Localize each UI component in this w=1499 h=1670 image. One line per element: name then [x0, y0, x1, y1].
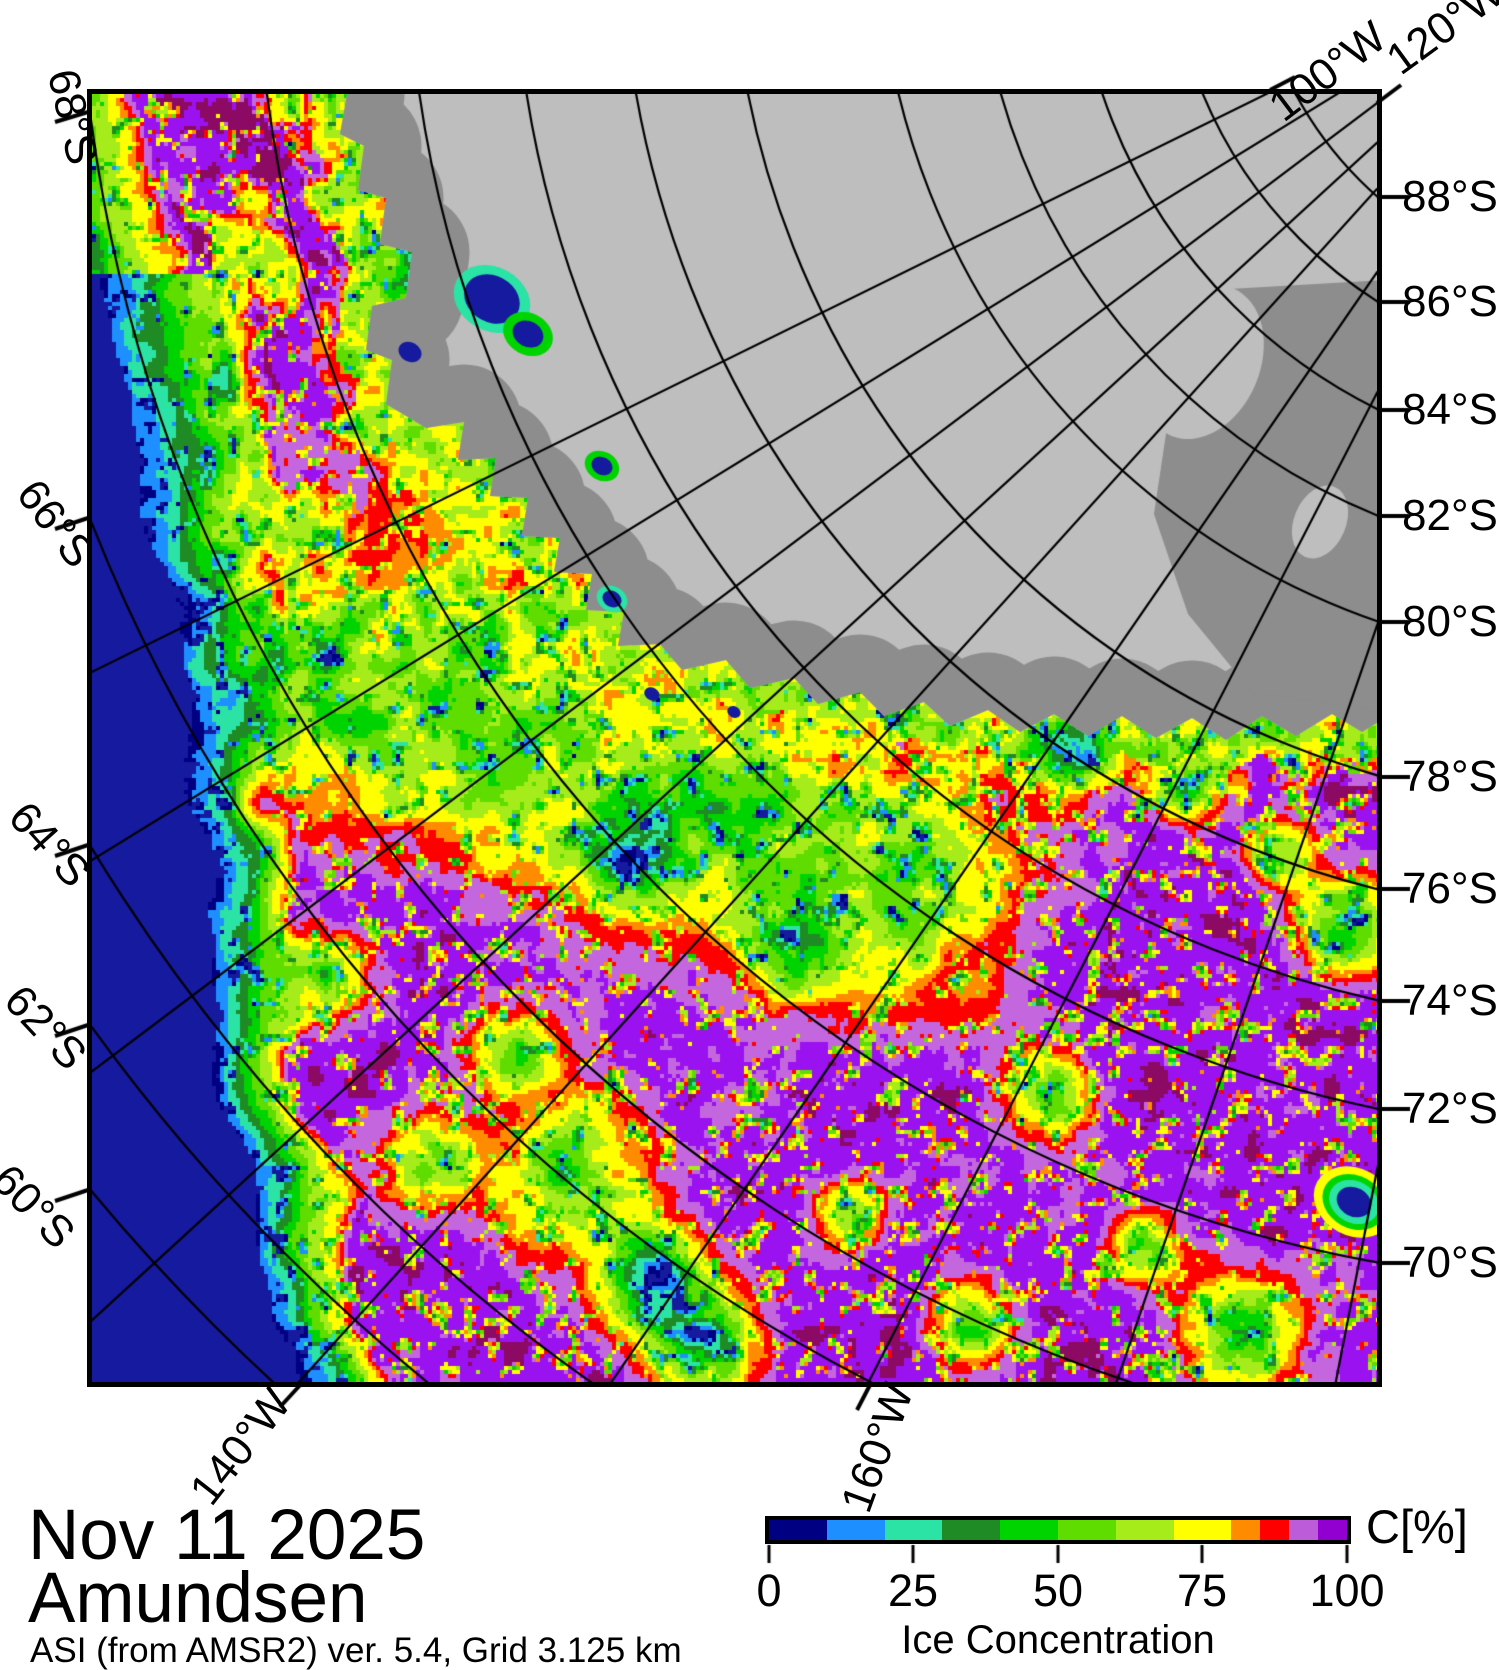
lon-label-160W: 160°W: [831, 1377, 924, 1519]
colorbar-segment-95-100: [1318, 1520, 1347, 1540]
colorbar-segment-70-80: [1173, 1520, 1232, 1540]
colorbar-tick-0: 0: [756, 1565, 782, 1616]
lat-label-76S: 76°S: [1402, 864, 1498, 913]
lat-label-62S: 62°S: [0, 975, 96, 1080]
colorbar-segment-50-60: [1057, 1520, 1116, 1540]
lat-label-80S: 80°S: [1402, 597, 1498, 646]
colorbar-segment-30-40: [942, 1520, 1001, 1540]
colorbar-tick-25: 25: [887, 1565, 939, 1616]
lat-label-64S: 64°S: [0, 792, 100, 897]
colorbar-segment-0-10: [769, 1520, 827, 1540]
colorbar-unit-label: C[%]: [1366, 1500, 1468, 1553]
colorbar-segment-80-85: [1231, 1520, 1261, 1540]
colorbar-axis-label: Ice Concentration: [901, 1618, 1215, 1662]
lat-label-74S: 74°S: [1402, 976, 1498, 1025]
colorbar-segment-85-90: [1260, 1520, 1290, 1540]
lat-label-86S: 86°S: [1402, 277, 1498, 326]
lat-label-66S: 66°S: [6, 470, 104, 577]
ice-concentration-map: [92, 94, 1377, 1382]
colorbar-segment-90-95: [1289, 1520, 1319, 1540]
colorbar-tick-50: 50: [1032, 1565, 1084, 1616]
lat-label-60S: 60°S: [0, 1155, 85, 1259]
colorbar-segment-20-30: [884, 1520, 943, 1540]
lat-label-82S: 82°S: [1402, 491, 1498, 540]
source-label: ASI (from AMSR2) ver. 5.4, Grid 3.125 km: [30, 1631, 682, 1670]
lat-label-70S: 70°S: [1402, 1238, 1498, 1287]
lat-label-78S: 78°S: [1402, 752, 1498, 801]
lat-label-68S: 68°S: [37, 64, 108, 170]
region-label: Amundsen: [28, 1559, 368, 1638]
colorbar: [765, 1516, 1351, 1544]
colorbar-segment-40-50: [1000, 1520, 1058, 1540]
lon-label-120W: 120°W: [1377, 0, 1499, 85]
lat-label-84S: 84°S: [1402, 385, 1498, 434]
colorbar-tick-100: 100: [1309, 1565, 1385, 1616]
lon-label-140W: 140°W: [180, 1379, 301, 1514]
colorbar-tick-75: 75: [1176, 1565, 1228, 1616]
colorbar-segment-10-20: [826, 1520, 885, 1540]
colorbar-segment-60-70: [1115, 1520, 1174, 1540]
lat-label-72S: 72°S: [1402, 1084, 1498, 1133]
lat-label-88S: 88°S: [1402, 172, 1498, 221]
